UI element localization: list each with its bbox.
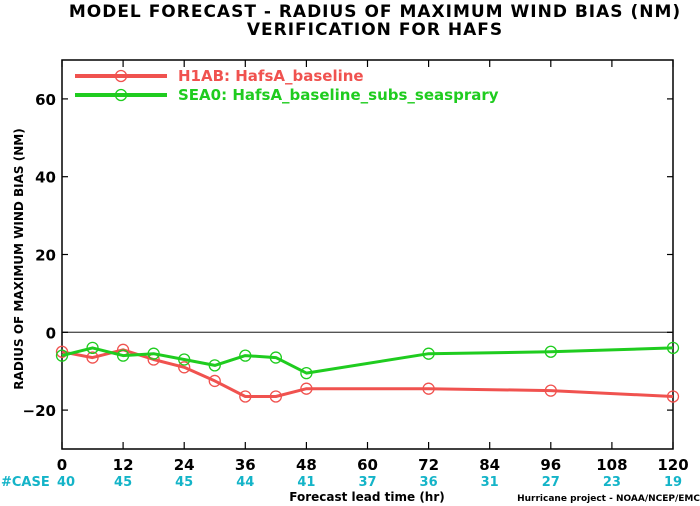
- x-tick-label: 12: [113, 456, 134, 474]
- y-tick-label: 40: [35, 169, 56, 187]
- y-tick-label: 0: [46, 324, 56, 342]
- case-count: 27: [542, 475, 560, 490]
- series-2-point: [300, 366, 313, 380]
- series-1-point: [239, 390, 252, 403]
- case-count: 40: [57, 475, 75, 490]
- x-tick-label: 72: [418, 456, 439, 474]
- series-1-point: [178, 361, 191, 374]
- series-1-point: [86, 351, 99, 364]
- case-count: 36: [420, 475, 438, 490]
- series-layer: [55, 341, 680, 403]
- y-axis-label: RADIUS OF MAXIMUM WIND BIAS (NM): [12, 128, 26, 389]
- legend-entry-2: SEA0: HafsA_baseline_subs_seasprary: [178, 86, 499, 104]
- series-2-point: [147, 347, 160, 360]
- case-count: 37: [358, 475, 376, 490]
- legend-marker-2: [114, 88, 128, 102]
- x-tick-label: 60: [357, 456, 378, 474]
- series-2-point: [269, 351, 283, 364]
- series-2-point: [55, 349, 69, 362]
- series-2-point: [666, 341, 680, 355]
- x-tick-label: 36: [235, 456, 256, 474]
- series-2-point: [86, 341, 99, 355]
- series-2-point: [116, 349, 130, 362]
- series-1-point: [55, 345, 69, 358]
- case-counts-row: 40 45 45 44 41 37 36 31 27 23 19: [57, 475, 682, 490]
- series-1-point: [300, 382, 313, 395]
- case-count: 19: [664, 475, 682, 490]
- series-2-point: [544, 345, 557, 358]
- series-1-point: [544, 384, 557, 397]
- y-tick-label: 60: [35, 91, 56, 109]
- series-2-point: [208, 359, 221, 372]
- x-tick-label: 108: [596, 456, 627, 474]
- x-tick-label: 120: [657, 456, 688, 474]
- case-row-label: #CASE: [1, 475, 50, 490]
- series-1-point: [422, 382, 435, 395]
- series-line-1: [61, 348, 674, 398]
- case-count: 45: [114, 475, 132, 490]
- chart-subtitle: VERIFICATION FOR HAFS: [247, 20, 503, 40]
- y-tick-label: −20: [23, 402, 56, 420]
- case-count: 23: [603, 475, 621, 490]
- case-count: 45: [175, 475, 193, 490]
- legend-entry-1: H1AB: HafsA_baseline: [178, 67, 364, 85]
- series-1-point: [208, 374, 221, 388]
- credit-text: Hurricane project - NOAA/NCEP/EMC: [517, 494, 700, 504]
- series-1-point: [666, 390, 680, 403]
- x-axis-label: Forecast lead time (hr): [289, 490, 445, 504]
- case-count: 41: [297, 475, 315, 490]
- series-2-point: [239, 349, 252, 362]
- x-tick-label: 84: [479, 456, 500, 474]
- y-axis-ticks: −20 0 20 40 60: [23, 91, 673, 420]
- legend-marker-1: [114, 69, 128, 83]
- x-tick-label: 0: [57, 456, 67, 474]
- series-1-point: [269, 390, 283, 403]
- x-axis-ticks: 0 12 24 36 48 60 72 84 96 108 120: [57, 60, 689, 474]
- x-tick-label: 24: [174, 456, 195, 474]
- y-tick-label: 20: [35, 247, 56, 265]
- chart-title: MODEL FORECAST - RADIUS OF MAXIMUM WIND …: [69, 2, 681, 22]
- case-count: 44: [236, 475, 254, 490]
- series-2-point: [178, 353, 191, 366]
- x-tick-label: 48: [296, 456, 317, 474]
- case-count: 31: [481, 475, 499, 490]
- x-tick-label: 96: [540, 456, 561, 474]
- series-2-point: [422, 347, 435, 360]
